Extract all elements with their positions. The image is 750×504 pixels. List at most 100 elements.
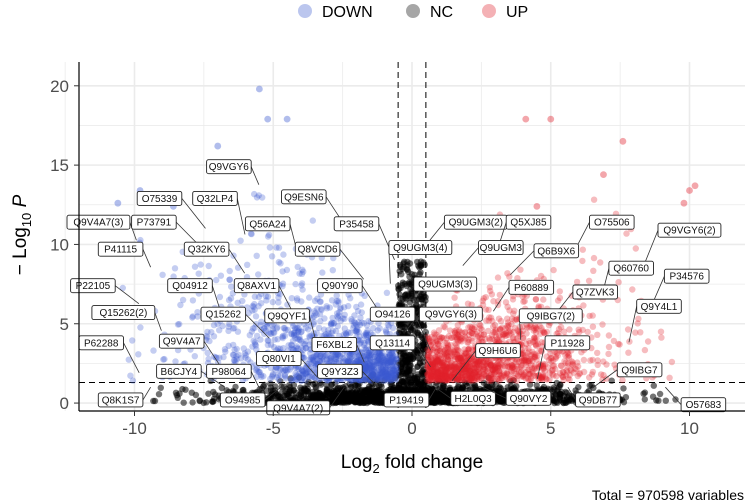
point-up	[487, 314, 495, 321]
label-text: O75506	[594, 218, 630, 229]
x-tick-label: -10	[122, 419, 147, 438]
point-down	[248, 328, 256, 335]
point-nc	[360, 396, 367, 403]
point-nc	[672, 396, 679, 403]
point-nc	[209, 398, 216, 405]
label-text: P41115	[104, 245, 137, 256]
point-up	[499, 363, 506, 370]
point-down	[266, 244, 274, 251]
point-down	[252, 342, 260, 349]
point-down	[220, 353, 227, 361]
point-down	[383, 289, 391, 296]
point-up	[532, 296, 540, 303]
point-up	[494, 274, 502, 281]
point-down	[191, 353, 198, 360]
point-nc	[381, 377, 388, 384]
point-down	[277, 260, 284, 267]
point-down	[267, 375, 274, 383]
highlight-point	[522, 115, 530, 123]
point-down	[317, 298, 324, 305]
point-up	[458, 329, 465, 336]
point-nc	[377, 396, 384, 403]
point-down	[281, 373, 289, 380]
legend-key-down	[298, 4, 312, 18]
point-up	[502, 299, 510, 306]
legend-label-down: DOWN	[322, 4, 373, 21]
point-up	[605, 332, 613, 339]
point-nc	[308, 392, 315, 399]
point-up	[496, 291, 503, 299]
point-nc	[420, 323, 428, 330]
point-down	[271, 336, 278, 343]
point-down	[244, 261, 251, 268]
point-down	[160, 356, 167, 363]
point-up	[558, 362, 565, 370]
point-up	[590, 267, 597, 274]
point-up	[492, 328, 499, 335]
label-text: Q60760	[613, 264, 649, 275]
point-down	[366, 357, 373, 365]
point-up	[594, 361, 601, 369]
point-up	[632, 245, 639, 252]
point-up	[457, 355, 464, 362]
point-up	[442, 375, 449, 382]
y-tick-label: 15	[50, 156, 69, 175]
highlight-point	[214, 142, 222, 150]
label-text: Q15262(2)	[99, 308, 147, 319]
point-down	[189, 297, 197, 304]
point-up	[624, 326, 632, 333]
point-down	[345, 302, 352, 310]
point-up	[443, 367, 450, 375]
point-up	[488, 366, 496, 373]
point-down	[298, 280, 306, 287]
point-up	[434, 351, 441, 359]
x-tick-label: 10	[680, 419, 699, 438]
point-nc	[278, 383, 285, 391]
point-up	[510, 363, 517, 370]
point-down	[376, 361, 384, 368]
point-down	[129, 337, 136, 344]
point-down	[321, 315, 328, 322]
point-up	[535, 374, 543, 381]
point-down	[221, 346, 229, 353]
point-down	[314, 351, 321, 358]
y-tick-label: 10	[50, 235, 69, 254]
label-text: P22105	[76, 281, 111, 292]
point-up	[424, 346, 431, 353]
y-tick-label: 0	[60, 394, 69, 413]
point-down	[393, 356, 400, 364]
point-up	[434, 370, 441, 377]
point-down	[174, 321, 182, 328]
point-up	[554, 297, 562, 304]
point-down	[253, 365, 261, 372]
point-down	[329, 267, 336, 274]
point-up	[513, 370, 520, 378]
point-nc	[662, 397, 669, 404]
label-text: Q15262	[206, 310, 242, 321]
point-up	[433, 357, 440, 365]
point-up	[619, 377, 626, 384]
legend: DOWN NC UP	[298, 4, 528, 21]
point-up	[488, 377, 495, 384]
highlight-point	[264, 115, 272, 123]
point-nc	[399, 281, 406, 289]
label-text: Q9V4A7(2)	[273, 403, 323, 414]
label-text: Q9VGY6	[209, 162, 249, 173]
point-up	[452, 327, 460, 334]
label-text: F6XBL2	[316, 340, 353, 351]
point-nc	[410, 367, 417, 375]
point-up	[615, 340, 622, 348]
highlight-point	[283, 115, 291, 123]
label-text: P19419	[389, 395, 424, 406]
point-down	[251, 293, 259, 300]
point-nc	[649, 393, 657, 400]
point-up	[589, 312, 596, 319]
point-down	[274, 372, 282, 379]
point-down	[268, 253, 276, 260]
point-nc	[533, 382, 540, 389]
point-nc	[290, 387, 297, 394]
point-up	[453, 336, 460, 343]
point-up	[483, 368, 490, 375]
point-down	[335, 312, 343, 319]
point-nc	[341, 395, 349, 403]
